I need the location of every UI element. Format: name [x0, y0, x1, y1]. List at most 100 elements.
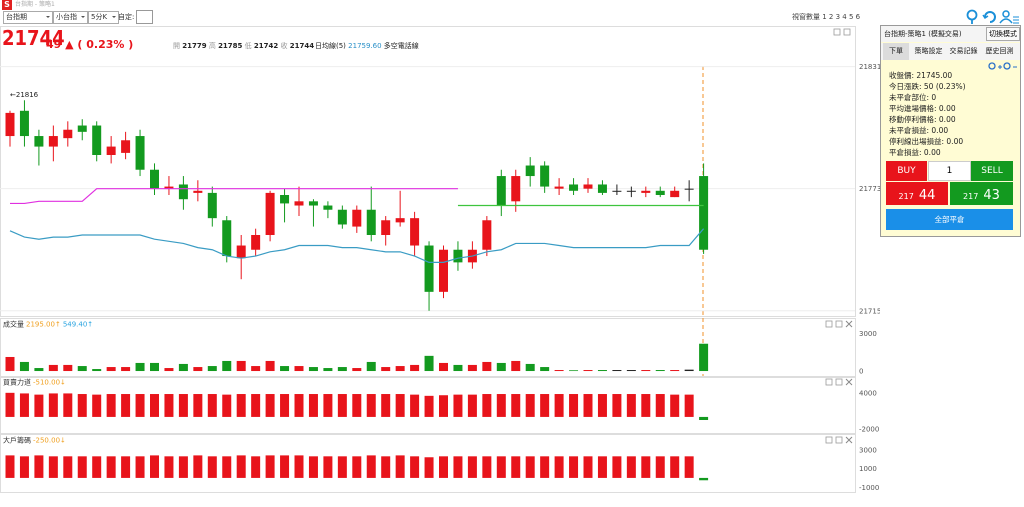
volume-bar — [34, 368, 44, 372]
bar — [496, 456, 506, 478]
custom-input[interactable] — [136, 10, 153, 24]
bar — [554, 456, 564, 478]
info-line: 移動停利價格: 0.00 — [889, 115, 956, 124]
tab[interactable]: 交易記錄 — [949, 47, 978, 55]
candle-body — [337, 209, 347, 225]
candle-body — [106, 146, 116, 155]
tab[interactable]: 下單 — [883, 43, 909, 60]
candle-body — [670, 190, 680, 198]
bar — [265, 394, 275, 417]
volume-bar — [641, 370, 651, 372]
pane-legend: -250.00↓ — [33, 437, 66, 445]
bar — [308, 394, 318, 417]
candle-body — [410, 218, 420, 246]
bar — [511, 394, 521, 417]
candle-body — [121, 140, 131, 153]
volume-bar — [554, 370, 564, 372]
bid-button[interactable]: 217 44 — [886, 182, 948, 205]
bar — [337, 456, 347, 478]
volume-bar — [121, 367, 131, 372]
volume-bar — [77, 366, 87, 372]
candle-body — [48, 136, 58, 147]
info-line: 收盤價: 21745.00 — [889, 71, 953, 80]
volume-bar — [352, 368, 362, 372]
pane-close[interactable] — [845, 378, 853, 386]
volume-bar — [5, 356, 15, 372]
bar — [410, 456, 420, 478]
low-value: 21742 — [253, 42, 279, 50]
pane-tool — [825, 436, 833, 444]
candle-body — [626, 190, 636, 192]
user-icon[interactable] — [999, 10, 1019, 24]
info-line: 平均進場價格: 0.00 — [889, 104, 956, 113]
candle-body — [164, 186, 174, 189]
candle-body — [135, 136, 145, 170]
info-line: 未平倉損益: 0.00 — [889, 126, 949, 135]
candle-body — [34, 136, 44, 147]
period-select[interactable]: 5分K — [88, 11, 119, 24]
panel-title: 台指期-策略1 (模擬交易) — [884, 30, 962, 38]
pane-legend: -510.00↓ — [33, 379, 66, 387]
product-select[interactable]: 小台指 — [53, 11, 88, 24]
switch-mode-button[interactable]: 切換模式 — [986, 27, 1020, 41]
window-count[interactable]: 視窗數量 1 2 3 4 5 6 — [792, 13, 861, 21]
sell-button[interactable]: SELL — [971, 161, 1013, 181]
candle-body — [207, 192, 217, 219]
ask-button[interactable]: 217 43 — [950, 182, 1013, 205]
buy-button[interactable]: BUY — [886, 161, 927, 181]
refresh-icon[interactable] — [982, 11, 996, 23]
bar — [410, 394, 420, 417]
ma-value: 21759.60 — [348, 42, 382, 50]
bar — [655, 394, 665, 417]
bar — [92, 394, 102, 417]
y-tick-label: 21715 — [859, 307, 880, 315]
volume-bar — [439, 362, 448, 372]
bar — [207, 456, 217, 478]
volume-bar — [207, 366, 217, 372]
pane-close[interactable] — [845, 436, 853, 444]
bar — [19, 456, 29, 478]
volume-bar — [453, 364, 463, 372]
volume-bar — [19, 361, 29, 372]
bar — [352, 394, 362, 417]
volume-bar — [193, 367, 203, 372]
candle-body — [251, 235, 261, 250]
volume-bar — [150, 362, 159, 372]
y-tick-label: -1000 — [859, 484, 879, 492]
volume-bar — [583, 370, 593, 372]
volume-bar — [48, 364, 58, 372]
volume-bar — [106, 367, 116, 372]
bar — [178, 394, 188, 417]
bar — [366, 455, 376, 478]
close-all-button[interactable]: 全部平倉 — [886, 209, 1013, 230]
bar — [193, 394, 203, 417]
symbol-select[interactable]: 台指期 — [3, 11, 53, 24]
candle-body — [193, 190, 203, 193]
bar — [48, 456, 58, 478]
quantity-input[interactable]: 1 — [928, 161, 971, 181]
bar — [467, 456, 477, 478]
volume-bar — [395, 366, 405, 372]
zoom-out[interactable] — [1003, 62, 1011, 70]
y-tick-label: 0 — [859, 368, 863, 376]
candle-body — [323, 205, 333, 210]
location-icon[interactable] — [966, 9, 978, 25]
force-pane — [0, 377, 856, 434]
bar — [684, 394, 694, 417]
bar — [135, 394, 145, 417]
volume-bar — [366, 361, 376, 372]
info-line: 今日漲跌: 50 (0.23%) — [889, 82, 966, 91]
zoom-in[interactable] — [988, 62, 996, 70]
bar — [34, 455, 44, 478]
volume-bar — [670, 370, 680, 372]
close-value: 21744 — [289, 42, 315, 50]
bid-prefix: 217 — [898, 192, 914, 201]
tab[interactable]: 策略設定 — [914, 47, 943, 55]
tab[interactable]: 歷史回測 — [985, 47, 1014, 55]
bar — [597, 394, 607, 417]
candle-body — [511, 176, 521, 202]
panel-header — [881, 26, 1020, 42]
pane-close[interactable] — [845, 320, 853, 328]
bar — [48, 393, 58, 417]
indicator-line — [9, 228, 705, 263]
